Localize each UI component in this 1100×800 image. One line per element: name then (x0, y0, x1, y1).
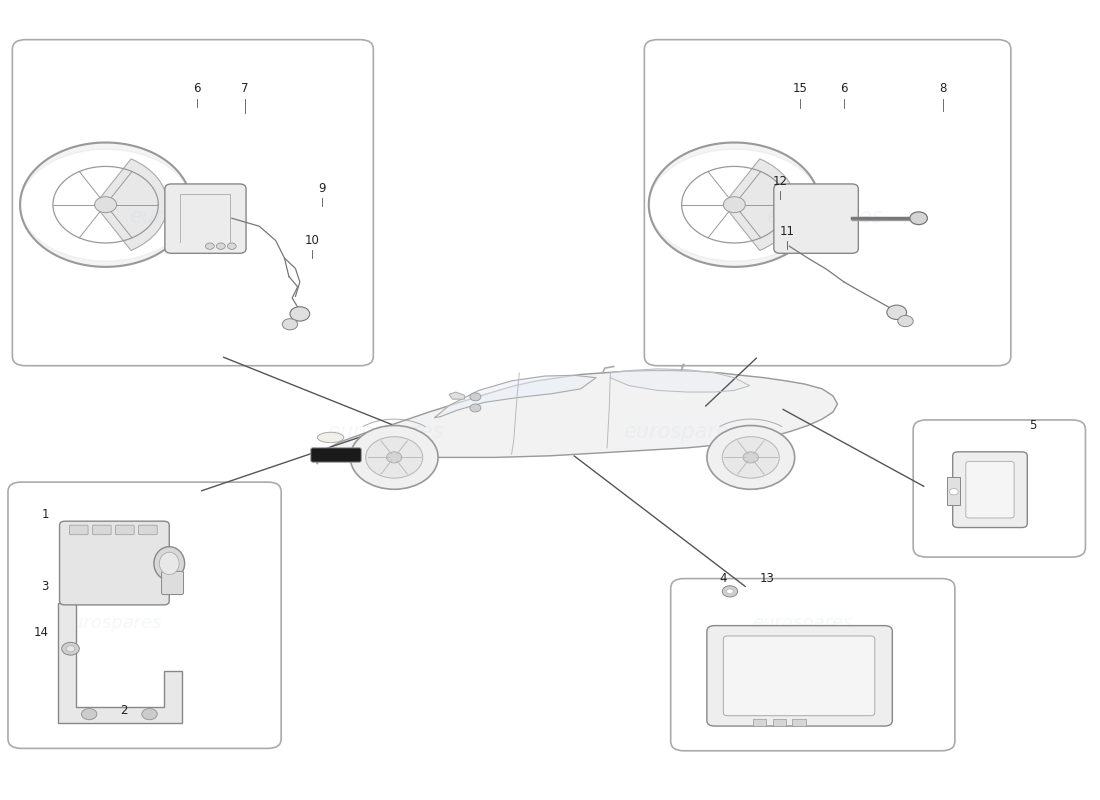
Text: 1: 1 (42, 508, 50, 521)
FancyBboxPatch shape (116, 525, 134, 534)
Text: eurospares: eurospares (766, 206, 882, 226)
Text: eurospares: eurospares (752, 614, 852, 632)
Circle shape (724, 197, 746, 213)
Circle shape (206, 243, 214, 250)
Circle shape (723, 586, 738, 597)
FancyBboxPatch shape (92, 525, 111, 534)
Polygon shape (58, 603, 183, 723)
Circle shape (727, 589, 734, 594)
Ellipse shape (160, 552, 179, 574)
Bar (772, 719, 785, 726)
Polygon shape (449, 392, 464, 399)
Text: 14: 14 (33, 626, 48, 639)
Circle shape (744, 452, 759, 463)
Circle shape (95, 197, 117, 213)
Bar (792, 719, 805, 726)
Polygon shape (434, 375, 596, 418)
FancyBboxPatch shape (69, 525, 88, 534)
Text: eurospares: eurospares (327, 422, 443, 442)
Circle shape (62, 642, 79, 655)
FancyBboxPatch shape (311, 448, 361, 462)
Polygon shape (315, 370, 837, 464)
Circle shape (350, 426, 438, 490)
Text: eurospares: eurospares (130, 206, 246, 226)
Circle shape (228, 243, 236, 250)
Ellipse shape (318, 432, 343, 442)
FancyBboxPatch shape (139, 525, 157, 534)
Text: 11: 11 (780, 225, 794, 238)
Circle shape (66, 646, 75, 652)
FancyBboxPatch shape (773, 184, 858, 254)
Text: 10: 10 (305, 234, 319, 247)
Circle shape (470, 393, 481, 401)
Circle shape (898, 315, 913, 326)
Circle shape (723, 437, 779, 478)
FancyBboxPatch shape (953, 452, 1027, 527)
FancyBboxPatch shape (162, 571, 184, 594)
FancyBboxPatch shape (913, 420, 1086, 557)
Circle shape (81, 709, 97, 720)
FancyBboxPatch shape (8, 482, 282, 748)
Text: 3: 3 (42, 580, 50, 593)
Circle shape (949, 489, 958, 495)
Text: 13: 13 (760, 572, 774, 585)
Polygon shape (610, 369, 750, 392)
Text: 8: 8 (939, 82, 946, 95)
Wedge shape (724, 159, 796, 250)
Circle shape (707, 426, 794, 490)
Circle shape (470, 404, 481, 412)
FancyBboxPatch shape (645, 40, 1011, 366)
FancyBboxPatch shape (59, 521, 169, 605)
Circle shape (283, 318, 298, 330)
Circle shape (217, 243, 226, 250)
Text: 4: 4 (719, 572, 727, 585)
Circle shape (386, 452, 402, 463)
FancyBboxPatch shape (707, 626, 892, 726)
Ellipse shape (154, 546, 185, 580)
Bar (947, 478, 960, 506)
Text: 9: 9 (318, 182, 326, 195)
Text: 12: 12 (773, 175, 788, 188)
FancyBboxPatch shape (12, 40, 373, 366)
Text: 7: 7 (241, 82, 249, 95)
Text: 15: 15 (793, 82, 807, 95)
Text: 2: 2 (121, 704, 128, 718)
Circle shape (290, 306, 310, 321)
Circle shape (142, 709, 157, 720)
Wedge shape (95, 159, 167, 250)
Text: eurospares: eurospares (624, 422, 740, 442)
Circle shape (887, 305, 906, 319)
Text: 5: 5 (1030, 419, 1036, 432)
FancyBboxPatch shape (671, 578, 955, 750)
FancyBboxPatch shape (966, 462, 1014, 518)
Circle shape (365, 437, 422, 478)
Text: 6: 6 (192, 82, 200, 95)
FancyBboxPatch shape (165, 184, 246, 254)
Bar (754, 719, 767, 726)
Text: eurospares: eurospares (60, 614, 162, 632)
FancyBboxPatch shape (724, 636, 875, 716)
Circle shape (910, 212, 927, 225)
Text: 6: 6 (840, 82, 848, 95)
